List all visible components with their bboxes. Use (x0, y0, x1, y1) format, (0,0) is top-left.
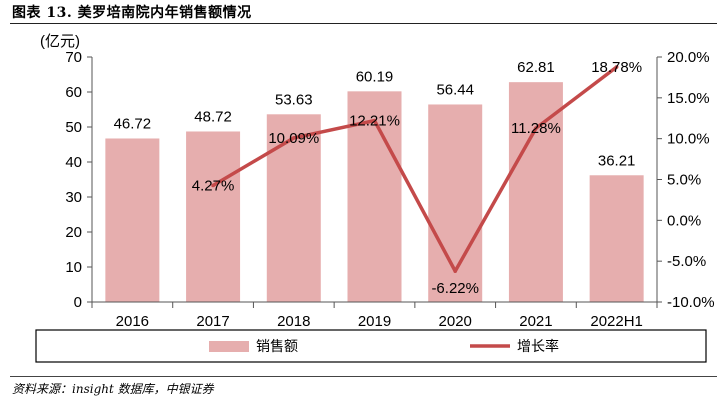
bar-value-label: 36.21 (598, 152, 636, 169)
bar-value-label: 48.72 (194, 108, 232, 125)
bar-series (105, 82, 644, 303)
x-tick-label: 2021 (519, 313, 552, 330)
growth-point-2021 (534, 126, 538, 131)
y2-tick-label: 5.0% (667, 172, 701, 189)
growth-point-2020 (453, 269, 458, 273)
y2-tick-label: -10.0% (667, 294, 715, 311)
bar-2017 (186, 131, 241, 302)
growth-point-2022H1 (614, 65, 619, 69)
source-note: 资料来源：insight 数据库，中银证券 (12, 382, 214, 396)
y2-tick-label: 10.0% (667, 131, 710, 148)
y2-tick-label: 0.0% (667, 212, 701, 229)
bar-2019 (347, 91, 402, 303)
legend-swatch-bar (209, 341, 249, 352)
x-tick-label: 2019 (358, 313, 391, 330)
line-series (211, 65, 619, 273)
bar-value-label: 53.63 (275, 91, 313, 108)
y2-tick-label: -5.0% (667, 253, 706, 270)
bar-value-label: 60.19 (356, 68, 394, 85)
legend-label-bar: 销售额 (256, 338, 298, 354)
growth-value-label: 4.27% (192, 177, 235, 194)
y-tick-label: 40 (65, 154, 82, 171)
source-rule (10, 376, 717, 377)
data-labels: 46.72 48.72 53.63 60.19 56.44 62.81 36.21 4.27%… (114, 59, 642, 297)
bar-2022H1 (589, 175, 644, 302)
title-rule (10, 23, 717, 24)
y-tick-label: 10 (65, 259, 82, 276)
y-tick-label: 70 (65, 49, 82, 66)
growth-point-2017 (211, 183, 215, 188)
growth-value-label: 18.78% (591, 59, 642, 76)
y-tick-label: 60 (65, 84, 82, 101)
bar-2016 (105, 138, 160, 302)
figure-title: 图表 13. 美罗培南院内年销售额情况 (12, 5, 252, 21)
x-tick-label: 2018 (277, 313, 310, 330)
legend: 销售额 增长率 (35, 329, 707, 363)
bar-value-label: 62.81 (517, 59, 555, 76)
growth-line (212, 65, 618, 273)
y-axis-unit-label: (亿元) (40, 33, 80, 50)
y-tick-label: 20 (65, 224, 82, 241)
growth-point-2019 (372, 118, 377, 123)
x-tick-label: 2017 (196, 313, 229, 330)
y-tick-label: 30 (65, 189, 82, 206)
y-tick-label: 50 (65, 119, 82, 136)
legend-box (35, 329, 707, 363)
bar-2018 (266, 114, 321, 302)
sales-chart: (亿元) 0 10 20 30 40 50 60 70 -10.0% -5.0% 0.0% 5.0% 1… (35, 33, 715, 363)
growth-value-label: 12.21% (349, 113, 400, 130)
growth-value-label: 11.28% (511, 120, 561, 137)
bar-value-label: 56.44 (436, 81, 474, 98)
x-tick-label: 2022H1 (590, 313, 643, 330)
growth-value-label: 10.09% (268, 130, 319, 147)
x-tick-label: 2020 (439, 313, 472, 330)
y-tick-label: 0 (74, 294, 82, 311)
bar-2021 (508, 82, 563, 302)
legend-label-line: 增长率 (517, 338, 559, 354)
x-tick-label: 2016 (116, 313, 149, 330)
y2-tick-label: 20.0% (667, 49, 710, 66)
bar-value-label: 46.72 (114, 115, 152, 132)
y2-tick-label: 15.0% (667, 90, 710, 107)
axes: 0 10 20 30 40 50 60 70 -10.0% -5.0% 0.0% 5.0% 10.0% 1… (65, 49, 714, 330)
growth-point-2018 (291, 136, 296, 140)
growth-value-label: -6.22% (431, 280, 479, 297)
